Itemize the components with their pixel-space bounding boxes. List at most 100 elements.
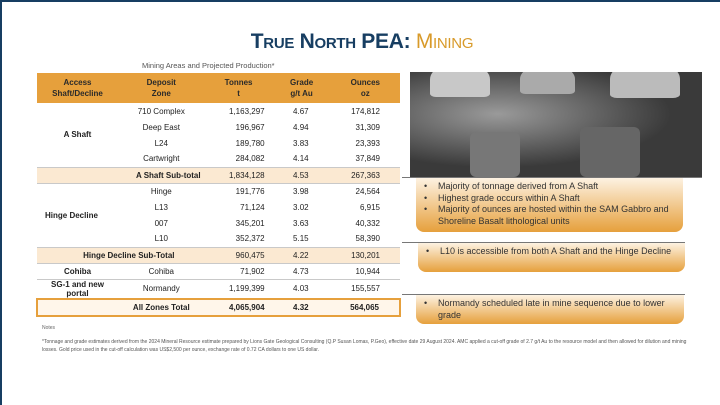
table-cell: 4.03 bbox=[272, 278, 331, 299]
table-cell: Zone bbox=[151, 89, 171, 98]
group-label: Hinge Decline bbox=[37, 182, 118, 247]
table-cell: 3.63 bbox=[293, 218, 309, 228]
table-cell: 007 bbox=[154, 218, 168, 228]
table-cell: Tonnes bbox=[224, 78, 253, 87]
table-cell: 191,776 bbox=[204, 182, 273, 199]
table-cell: 267,363 bbox=[330, 166, 400, 183]
table-cell: L10 bbox=[154, 234, 168, 244]
table-cell: 40,332 bbox=[355, 218, 380, 228]
table-row: Cohiba Cohiba 71,902 4.73 10,944 bbox=[37, 262, 400, 279]
table-cell: 4.14 bbox=[293, 154, 309, 164]
table-cell: All Zones Total bbox=[118, 297, 205, 317]
callout-l10: L10 is accessible from both A Shaft and … bbox=[418, 243, 685, 272]
production-table: Access Shaft/Decline Deposit Zone Tonnes t … bbox=[36, 73, 402, 317]
table-cell: 5.15 bbox=[293, 234, 309, 244]
table-row: L10 352,372 5.15 58,390 bbox=[37, 231, 400, 247]
table-cell: Shaft/Decline bbox=[52, 89, 103, 98]
table-cell: Majority of ounces are hosted within the… bbox=[424, 204, 675, 227]
table-cell: 4.73 bbox=[272, 262, 331, 279]
table-cell: 6,915 bbox=[359, 202, 380, 212]
callout-a-shaft: Majority of tonnage derived from A Shaft… bbox=[416, 178, 683, 232]
title-accent: Mining bbox=[415, 30, 474, 53]
table-cell: 1,163,297 bbox=[229, 106, 265, 116]
table-cell: 3.02 bbox=[293, 202, 309, 212]
notes-label: Notes bbox=[42, 325, 56, 331]
table-cell: 174,812 bbox=[351, 106, 380, 116]
table-cell: t bbox=[237, 89, 240, 98]
table-cell: 23,393 bbox=[355, 138, 380, 148]
table-cell: SG-1 and new portal bbox=[37, 278, 118, 299]
connector-line bbox=[402, 177, 702, 178]
header-ounces: Ounces oz bbox=[330, 73, 400, 103]
table-cell: 189,780 bbox=[235, 138, 265, 148]
table-cell: 710 Complex bbox=[137, 106, 185, 116]
table-cell: 31,309 bbox=[355, 122, 380, 132]
group-label: A Shaft bbox=[63, 130, 92, 140]
subtotal-row: A Shaft Sub-total 1,834,128 4.53 267,363 bbox=[37, 166, 400, 183]
table-cell: A Shaft Sub-total bbox=[118, 166, 205, 183]
table-cell: Cartwright bbox=[143, 154, 180, 164]
table-cell: 130,201 bbox=[330, 246, 400, 263]
header-grade: Grade g/t Au bbox=[272, 73, 331, 103]
table-cell: 4,065,904 bbox=[204, 297, 273, 317]
table-cell: 3.83 bbox=[293, 138, 309, 148]
table-cell: Highest grade occurs within A Shaft bbox=[424, 193, 675, 205]
table-cell: 4.53 bbox=[272, 166, 331, 183]
table-cell: 1,199,399 bbox=[204, 278, 273, 299]
table-cell: 71,902 bbox=[204, 262, 273, 279]
table-cell: 10,944 bbox=[330, 262, 400, 279]
miners-photo bbox=[410, 72, 702, 177]
callout-normandy: Normandy scheduled late in mine sequence… bbox=[416, 295, 684, 324]
table-caption: Mining Areas and Projected Production* bbox=[142, 61, 275, 70]
table-cell: L24 bbox=[154, 138, 168, 148]
table-cell: Grade bbox=[290, 78, 314, 87]
table-cell: 58,390 bbox=[355, 234, 380, 244]
table-cell: oz bbox=[360, 89, 370, 98]
table-cell: Normandy bbox=[118, 278, 205, 299]
table-cell: 196,967 bbox=[235, 122, 265, 132]
header-deposit: Deposit Zone bbox=[118, 73, 205, 103]
table-cell: 960,475 bbox=[204, 246, 273, 263]
table-cell: Cohiba bbox=[37, 262, 118, 279]
table-cell: Normandy scheduled late in mine sequence… bbox=[424, 298, 676, 321]
table-row: 007 345,201 3.63 40,332 bbox=[37, 215, 400, 231]
table-cell: L13 bbox=[154, 202, 168, 212]
table-cell: 71,124 bbox=[240, 202, 265, 212]
table-header: Access Shaft/Decline Deposit Zone Tonnes t … bbox=[37, 73, 400, 103]
table-cell: 155,557 bbox=[330, 278, 400, 299]
header-tonnes: Tonnes t bbox=[204, 73, 273, 103]
page-title: True North PEA: Mining bbox=[2, 30, 720, 54]
footnote: *Tonnage and grade estimates derived fro… bbox=[42, 339, 687, 353]
table-cell: 564,065 bbox=[330, 297, 402, 317]
table-row: L24 189,780 3.83 23,393 bbox=[37, 135, 400, 151]
table-cell: Hinge Decline Sub-Total bbox=[37, 246, 205, 263]
table-cell: Ounces bbox=[350, 78, 380, 87]
title-main: True North PEA: bbox=[250, 30, 411, 53]
table-cell: g/t Au bbox=[290, 89, 313, 98]
table-cell: Deposit bbox=[146, 78, 176, 87]
header-access: Access Shaft/Decline bbox=[37, 73, 118, 103]
table-row: L13 71,124 3.02 6,915 bbox=[37, 199, 400, 215]
table-cell: Deep East bbox=[142, 122, 180, 132]
table-cell: 3.98 bbox=[272, 182, 331, 199]
table-cell: 4.94 bbox=[293, 122, 309, 132]
table-cell: L10 is accessible from both A Shaft and … bbox=[426, 246, 677, 258]
subtotal-row: Hinge Decline Sub-Total 960,475 4.22 130,20… bbox=[37, 246, 400, 263]
table-cell: 284,082 bbox=[235, 154, 265, 164]
total-row: All Zones Total 4,065,904 4.32 564,065 bbox=[36, 297, 402, 317]
table-row: Deep East 196,967 4.94 31,309 bbox=[37, 119, 400, 135]
table-cell: 4.22 bbox=[272, 246, 331, 263]
table-cell: 1,834,128 bbox=[204, 166, 273, 183]
connector-line bbox=[402, 294, 685, 295]
table-row: Hinge Decline Hinge 191,776 3.98 24,564 bbox=[37, 182, 400, 247]
table-row: SG-1 and new portal Normandy 1,199,399 4.03… bbox=[37, 278, 400, 299]
table-cell: Majority of tonnage derived from A Shaft bbox=[424, 181, 675, 193]
table-cell: 24,564 bbox=[330, 182, 400, 199]
table-cell: 37,849 bbox=[355, 154, 380, 164]
connector-line bbox=[402, 242, 685, 243]
table-cell: Cohiba bbox=[118, 262, 205, 279]
table-row: Cartwright 284,082 4.14 37,849 bbox=[37, 151, 400, 167]
table-cell: 352,372 bbox=[235, 234, 265, 244]
table-cell: 345,201 bbox=[235, 218, 265, 228]
